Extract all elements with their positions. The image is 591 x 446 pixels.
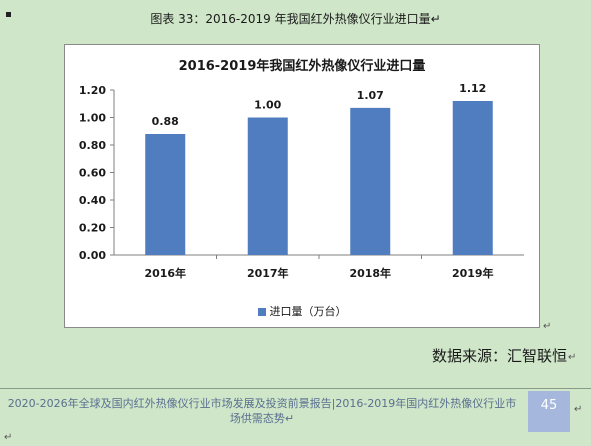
y-tick-label: 0.80: [79, 139, 106, 152]
bar: [145, 134, 186, 255]
bar: [247, 117, 288, 255]
chart-frame: 2016-2019年我国红外热像仪行业进口量 1.20 1.00 0.80 0.60 0…: [64, 44, 540, 328]
data-label: 1.00: [254, 99, 281, 112]
bar: [350, 107, 391, 255]
x-tick-label: 2018年: [349, 266, 391, 280]
paragraph-mark: ↵: [543, 321, 552, 332]
x-tick-label: 2019年: [452, 266, 494, 280]
y-tick-label: 0.40: [79, 194, 106, 207]
data-source: 数据来源：汇智联恒: [431, 347, 567, 365]
y-tick-label: 0.00: [79, 249, 106, 262]
bullet-marker: [6, 12, 11, 17]
chart-legend: 进口量（万台）: [65, 303, 539, 319]
legend-label: 进口量（万台）: [269, 305, 347, 318]
data-label: 1.07: [357, 89, 384, 102]
figure-caption: 图表 33：2016-2019 年我国红外热像仪行业进口量↵: [150, 12, 441, 26]
footer-text: 2020-2026年全球及国内红外热像仪行业市场发展及投资前景报告|2016-2…: [7, 397, 517, 425]
x-tick-label: 2016年: [144, 266, 186, 280]
y-tick-label: 1.00: [79, 112, 106, 125]
legend-swatch: [257, 308, 266, 316]
y-tick-label: 0.20: [79, 222, 106, 235]
bar-chart: 1.20 1.00 0.80 0.60 0.40 0.20 0.00 0.88 2016年 1.0…: [79, 82, 524, 280]
chart-title: 2016-2019年我国红外热像仪行业进口量: [178, 59, 426, 74]
data-label: 1.12: [459, 82, 486, 95]
paragraph-mark: ↵: [4, 432, 13, 443]
y-tick-label: 0.60: [79, 167, 106, 180]
paragraph-mark: ↵: [574, 404, 583, 415]
page-number: 45: [528, 391, 570, 432]
footer-divider: [0, 388, 591, 389]
y-tick-label: 1.20: [79, 84, 106, 97]
x-tick-label: 2017年: [247, 266, 289, 280]
bar: [452, 101, 493, 255]
paragraph-mark: ↵: [568, 352, 577, 363]
data-label: 0.88: [152, 115, 179, 128]
